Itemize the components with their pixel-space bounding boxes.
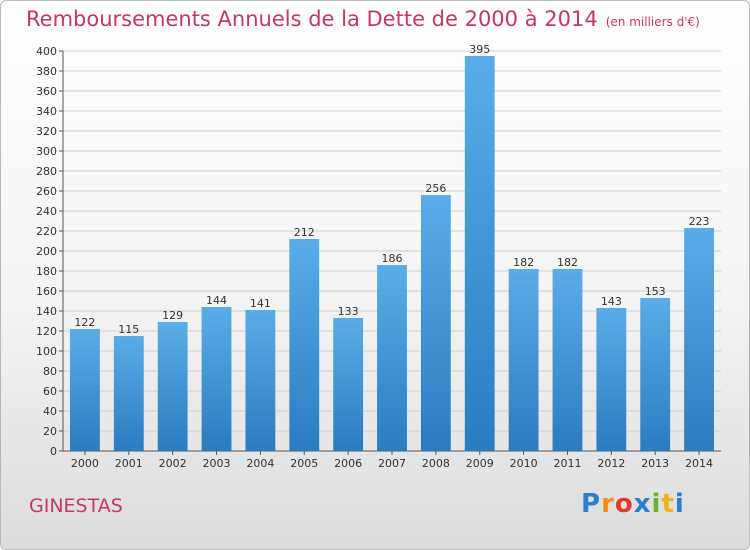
value-label-2006: 133 [338, 305, 359, 318]
bar-2007 [377, 265, 407, 451]
axes: 0 20 40 60 80 100 120 140 160 180 200 220 240 260 280 3… [36, 45, 721, 470]
value-label-2011: 182 [557, 256, 578, 269]
town-name: GINESTAS [29, 495, 123, 517]
y-tick-label: 320 [36, 125, 57, 138]
bar-2000 [70, 329, 100, 451]
y-tick-label: 220 [36, 225, 57, 238]
bar-2012 [596, 308, 627, 451]
x-tick-label-2005: 2005 [290, 457, 318, 470]
proxiti-logo[interactable]: Proxiti [581, 489, 685, 519]
value-label-2013: 153 [645, 285, 666, 298]
bar-2010 [508, 269, 539, 451]
chart-unit: (en milliers d'€) [605, 15, 700, 29]
value-label-2008: 256 [425, 182, 446, 195]
value-label-2003: 144 [206, 294, 227, 307]
x-tick-label-2009: 2009 [466, 457, 494, 470]
x-tick-label-2004: 2004 [246, 457, 274, 470]
x-tick-label-2010: 2010 [510, 457, 538, 470]
bar-2006 [333, 318, 364, 451]
bars [70, 56, 714, 451]
value-label-2007: 186 [382, 252, 403, 265]
x-tick-label-2008: 2008 [422, 457, 450, 470]
labels: 122 115 129 144 141 212 133 186 256 395 182 182 143 1… [74, 43, 709, 336]
bar-2005 [289, 239, 320, 451]
y-tick-label: 60 [43, 385, 57, 398]
bar-2008 [420, 195, 451, 451]
y-tick-label: 360 [36, 85, 57, 98]
bar-2014 [684, 228, 714, 451]
value-label-2009: 395 [469, 43, 490, 56]
y-tick-label: 80 [43, 365, 57, 378]
y-tick-label: 200 [36, 245, 57, 258]
bar-2011 [552, 269, 583, 451]
y-tick-label: 380 [36, 65, 57, 78]
y-tick-label: 160 [36, 285, 57, 298]
y-tick-label: 400 [36, 45, 57, 58]
value-label-2010: 182 [513, 256, 534, 269]
chart-title-text: Remboursements Annuels de la Dette de 20… [26, 7, 598, 31]
y-tick-label: 180 [36, 265, 57, 278]
y-tick-label: 40 [43, 405, 57, 418]
y-tick-label: 280 [36, 165, 57, 178]
x-tick-label-2000: 2000 [71, 457, 99, 470]
value-label-2012: 143 [601, 295, 622, 308]
value-label-2014: 223 [689, 215, 710, 228]
y-tick-label: 140 [36, 305, 57, 318]
x-tick-label-2001: 2001 [115, 457, 143, 470]
value-label-2002: 129 [162, 309, 183, 322]
y-tick-label: 240 [36, 205, 57, 218]
x-tick-label-2014: 2014 [685, 457, 713, 470]
value-label-2001: 115 [118, 323, 139, 336]
chart-title: Remboursements Annuels de la Dette de 20… [26, 7, 700, 31]
y-tick-label: 120 [36, 325, 57, 338]
x-tick-label-2013: 2013 [641, 457, 669, 470]
x-tick-label-2007: 2007 [378, 457, 406, 470]
y-tick-label: 100 [36, 345, 57, 358]
value-label-2000: 122 [74, 316, 95, 329]
x-tick-label-2003: 2003 [203, 457, 231, 470]
y-tick-label: 260 [36, 185, 57, 198]
y-tick-label: 20 [43, 425, 57, 438]
x-tick-label-2011: 2011 [553, 457, 581, 470]
x-tick-label-2002: 2002 [159, 457, 187, 470]
y-tick-label: 300 [36, 145, 57, 158]
bar-2004 [245, 310, 276, 451]
value-label-2005: 212 [294, 226, 315, 239]
y-tick-label: 0 [50, 445, 57, 458]
bar-2001 [113, 336, 144, 451]
x-tick-label-2012: 2012 [597, 457, 625, 470]
y-tick-label: 340 [36, 105, 57, 118]
bar-2009 [464, 56, 495, 451]
value-label-2004: 141 [250, 297, 271, 310]
bar-2002 [157, 322, 188, 451]
bar-2003 [201, 307, 232, 451]
x-tick-label-2006: 2006 [334, 457, 362, 470]
bar-2013 [640, 298, 671, 451]
